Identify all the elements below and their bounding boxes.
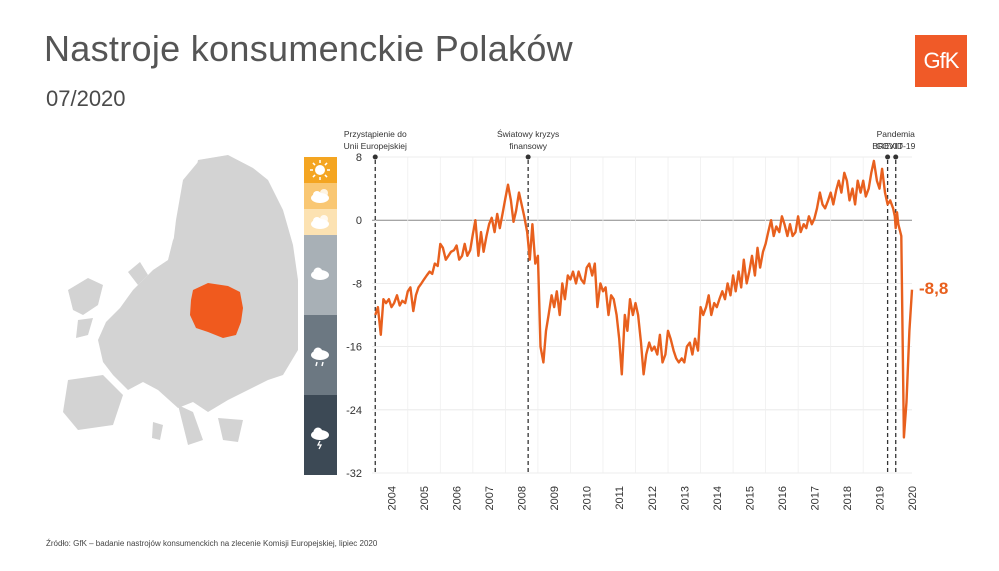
final-value-label: -8,8 [919,279,949,298]
mood-segment [304,209,337,235]
poland-shape [190,283,243,338]
event-label: Pandemia [877,129,916,139]
event-marker [885,154,891,160]
rain-cloud-icon [311,347,329,367]
x-tick-label: 2008 [517,486,529,510]
gfk-logo: GfK [915,35,967,87]
x-tick-label: 2018 [842,486,854,510]
y-tick-label: -32 [346,468,362,480]
event-marker [893,154,899,160]
x-tick-label: 2005 [419,486,431,510]
europe-map [63,155,298,445]
event-label: Przystąpienie do [344,129,407,139]
event-label: Unii Europejskiej [344,141,407,151]
event-marker [372,154,378,160]
x-tick-label: 2006 [452,486,464,510]
partly-cloudy-icon [311,215,329,229]
europe-landmass [63,155,298,445]
sun-cloud-icon [311,189,329,203]
logo-text: GfK [923,48,960,73]
sentiment-line [374,159,914,439]
y-axis-ticks: 8 0 -8 -16 -24 -32 [346,152,362,480]
storm-cloud-icon [311,427,329,450]
y-tick-label: 0 [356,215,362,227]
x-axis-ticks: 2004 2005 2006 2007 2008 2009 2010 2011 2012 2013… [387,486,919,510]
mood-segment [304,235,337,315]
mood-segment [304,157,337,183]
grid [372,156,912,474]
event-label: Światowy kryzys [497,128,559,139]
event-label: finansowy [509,141,548,151]
y-tick-label: -24 [346,405,362,417]
x-tick-label: 2013 [679,486,691,510]
x-tick-label: 2019 [874,486,886,510]
y-tick-label: 8 [356,152,362,164]
x-tick-label: 2017 [809,486,821,510]
x-tick-label: 2012 [647,486,659,510]
x-tick-label: 2009 [549,486,561,510]
event-label: COVID-19 [876,141,915,151]
mood-segment [304,395,337,475]
x-tick-label: 2020 [907,486,919,510]
x-tick-label: 2016 [777,486,789,510]
series-line [374,159,914,439]
x-tick-label: 2007 [484,486,496,510]
y-tick-label: -8 [352,278,362,290]
event-markers: Przystąpienie do Unii Europejskiej Światow… [344,128,916,473]
y-tick-label: -16 [346,342,362,354]
x-tick-label: 2011 [614,486,626,510]
x-tick-label: 2014 [712,486,724,510]
mood-segment [304,315,337,395]
x-tick-label: 2015 [744,486,756,510]
page-subtitle: 07/2020 [46,86,126,111]
source-note: Źródło: GfK – badanie nastrojów konsumen… [46,539,378,548]
x-tick-label: 2010 [582,486,594,510]
x-tick-label: 2004 [387,486,399,510]
cloud-icon [311,267,329,280]
page-title: Nastroje konsumenckie Polaków [44,28,573,69]
mood-segment [304,183,337,209]
event-marker [525,154,531,160]
event-label: BREXIT [872,141,903,151]
sun-icon [310,160,330,180]
